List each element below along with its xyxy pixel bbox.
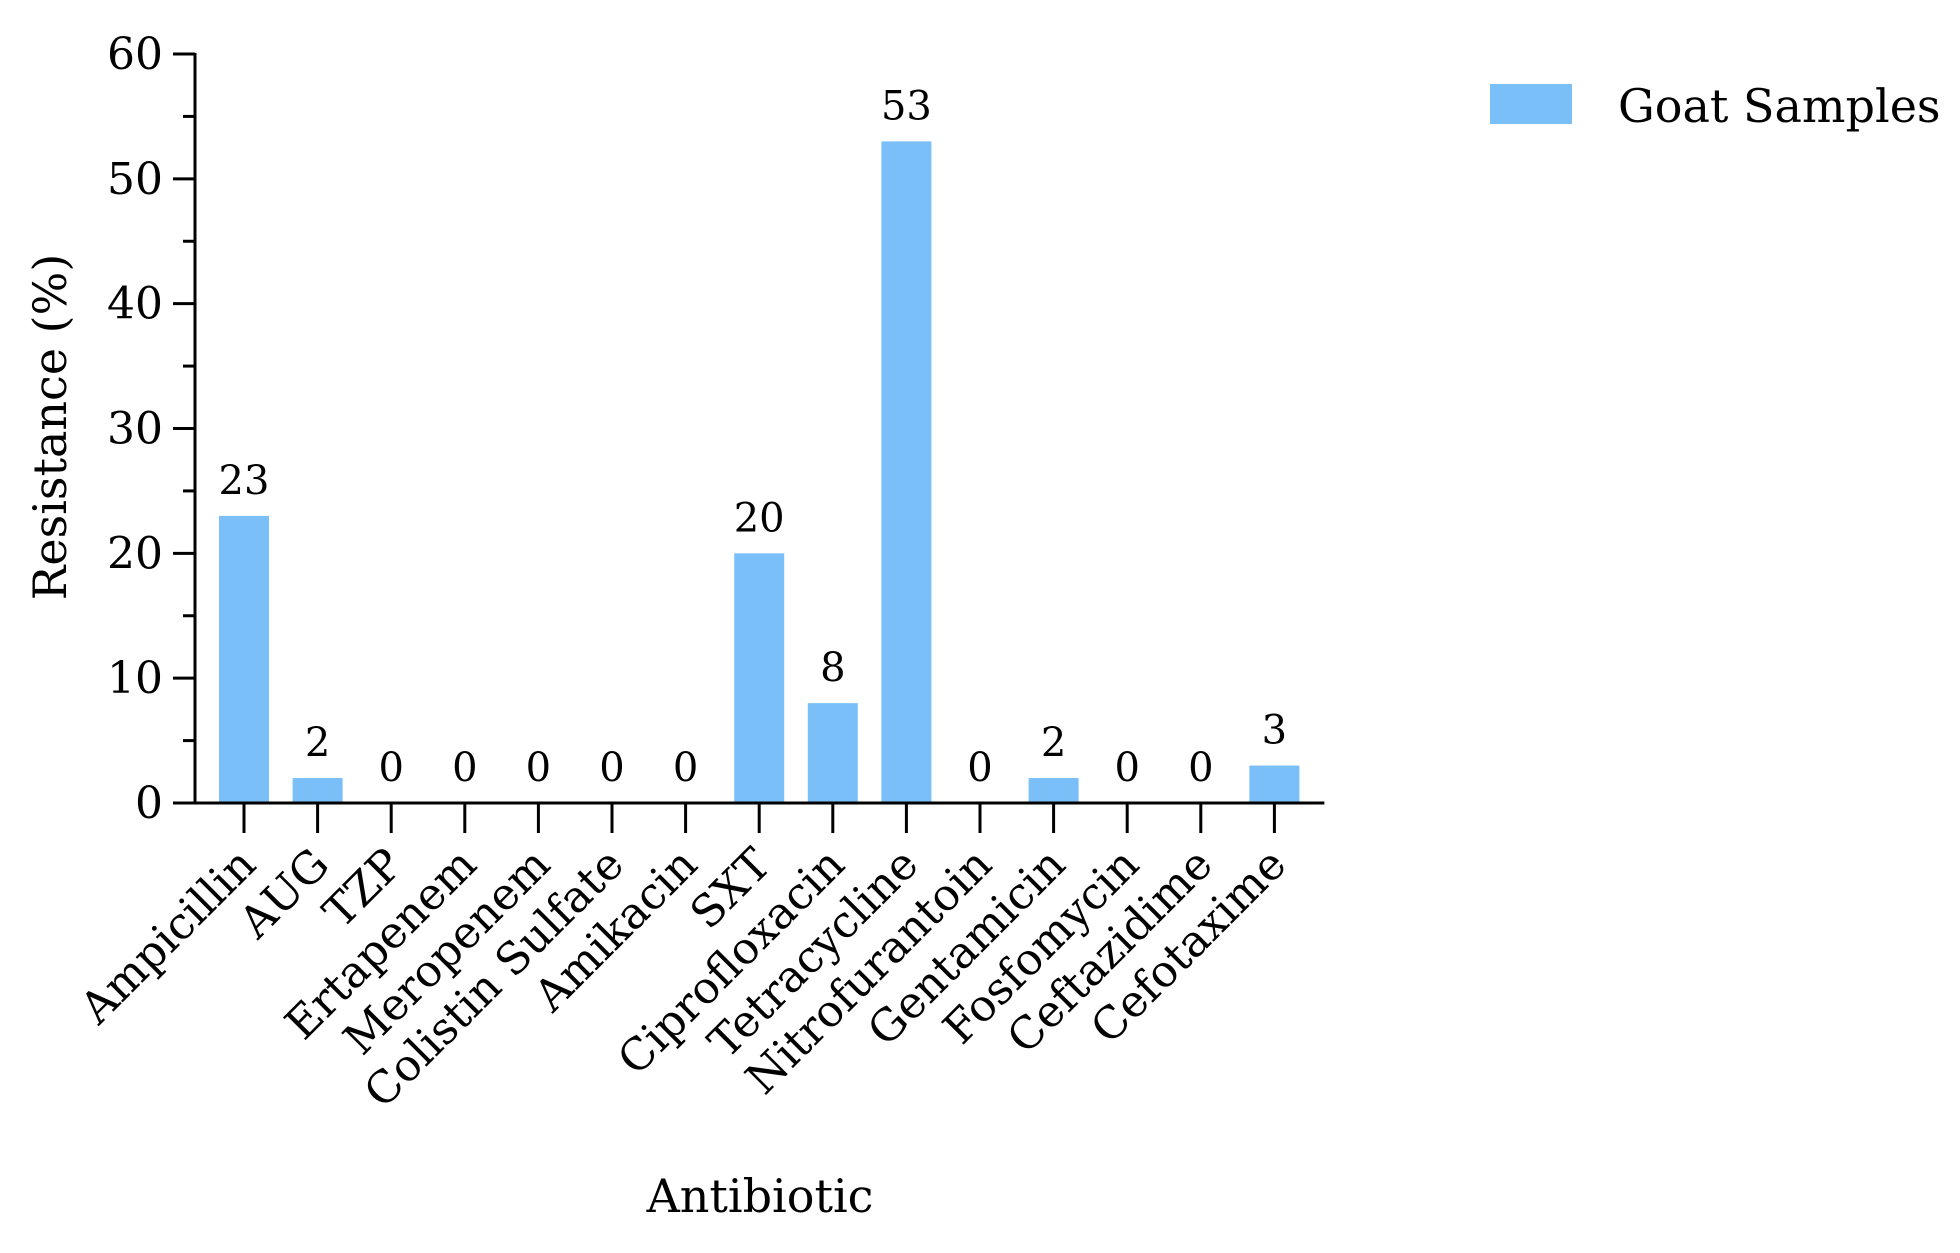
bar-aug <box>292 778 343 803</box>
y-tick-label: 0 <box>135 778 163 829</box>
data-label-aug: 2 <box>305 720 330 766</box>
bar-gentamicin <box>1028 778 1079 803</box>
data-label-tetracycline: 53 <box>881 83 932 129</box>
data-label-tzp: 0 <box>378 745 403 791</box>
y-axis: 0 10 20 30 40 50 60 <box>107 29 197 829</box>
data-label-meropenem: 0 <box>526 745 551 791</box>
y-axis-title: Resistance (%) <box>23 254 77 601</box>
data-label-nitrofurantoin: 0 <box>967 745 992 791</box>
data-label-ciprofloxacin: 8 <box>820 645 845 691</box>
data-label-sxt: 20 <box>734 495 785 541</box>
y-tick-label: 40 <box>107 279 163 330</box>
data-label-cefotaxime: 3 <box>1262 708 1287 754</box>
x-axis-title: Antibiotic <box>646 1169 874 1223</box>
legend-label-goat-samples: Goat Samples <box>1618 79 1941 133</box>
y-tick-label: 60 <box>107 29 163 80</box>
legend-swatch-goat-samples <box>1490 84 1572 124</box>
x-tick-label-ampicillin: Ampicillin <box>70 839 266 1035</box>
y-tick-label: 50 <box>107 154 163 205</box>
y-tick-label: 10 <box>107 653 163 704</box>
bar-tetracycline <box>881 141 932 804</box>
data-label-ampicillin: 23 <box>219 458 270 504</box>
data-label-amikacin: 0 <box>673 745 698 791</box>
bar-ciprofloxacin <box>807 703 858 803</box>
x-axis: AmpicillinAUGTZPErtapenemMeropenemColist… <box>70 801 1325 1118</box>
data-label-ertapenem: 0 <box>452 745 477 791</box>
y-tick-label: 30 <box>107 404 163 455</box>
bars-group <box>219 141 1300 804</box>
legend: Goat Samples <box>1490 79 1941 133</box>
bar-cefotaxime <box>1249 765 1300 803</box>
data-label-ceftazidime: 0 <box>1188 745 1213 791</box>
y-tick-label: 20 <box>107 528 163 579</box>
data-label-fosfomycin: 0 <box>1114 745 1139 791</box>
bar-ampicillin <box>219 515 269 803</box>
data-label-colistin-sulfate: 0 <box>599 745 624 791</box>
bar-sxt <box>734 553 785 803</box>
data-label-gentamicin: 2 <box>1041 720 1066 766</box>
